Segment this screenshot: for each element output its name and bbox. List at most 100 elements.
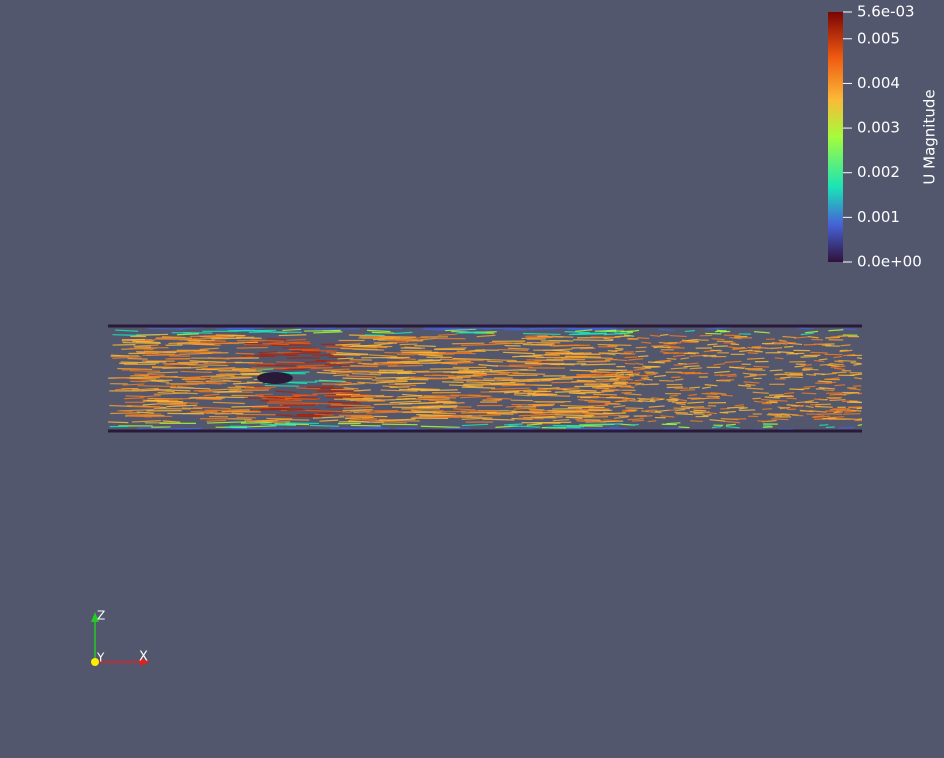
streak [459, 395, 490, 399]
streak [857, 392, 863, 395]
streak [157, 390, 175, 394]
streak [637, 400, 656, 403]
streak [575, 329, 593, 332]
streak [684, 330, 695, 333]
streak [772, 341, 788, 345]
streak [143, 400, 184, 403]
streak [312, 392, 353, 395]
streak [576, 379, 596, 382]
streak [200, 335, 223, 339]
streak [258, 351, 278, 354]
streak [205, 412, 244, 415]
streak [817, 380, 832, 383]
streak [680, 389, 696, 392]
streak [833, 355, 842, 359]
streak [609, 358, 628, 362]
streak [637, 337, 650, 340]
streak [129, 347, 154, 350]
streak [442, 381, 464, 383]
streak [513, 394, 531, 397]
streak [784, 371, 803, 375]
streak [711, 338, 725, 341]
streak [672, 354, 686, 358]
color-bar-tick-label: 0.004 [857, 74, 900, 92]
streak [725, 423, 736, 426]
streak [801, 392, 817, 395]
streak [630, 423, 639, 426]
streak [400, 360, 441, 363]
streak [317, 411, 342, 415]
streak [769, 394, 784, 396]
streak [375, 376, 409, 379]
streak [306, 386, 335, 389]
streak [483, 327, 513, 330]
streak [582, 411, 604, 415]
streak [417, 405, 458, 408]
streak [739, 409, 756, 412]
streak [215, 334, 246, 337]
streak [180, 375, 208, 379]
streak [828, 329, 844, 332]
streak [815, 405, 833, 408]
streak [838, 359, 857, 363]
streak [428, 399, 451, 402]
streak [849, 400, 862, 403]
streak [592, 386, 610, 390]
streak [499, 389, 532, 393]
streak [502, 351, 535, 355]
streak [476, 334, 496, 338]
z-arrow [91, 612, 99, 622]
streak [278, 334, 307, 337]
streak [616, 400, 628, 403]
streak [666, 398, 679, 401]
streak [210, 377, 250, 380]
streak [506, 360, 539, 364]
streak [764, 396, 780, 399]
streak [602, 419, 620, 422]
streak [260, 399, 294, 402]
streak [622, 398, 632, 401]
streak [285, 342, 311, 345]
streak [584, 384, 622, 387]
streak [547, 410, 586, 412]
streak [351, 372, 382, 376]
streak [689, 411, 703, 413]
streak [434, 396, 457, 399]
streak [705, 411, 718, 415]
streak [411, 387, 440, 391]
streak [774, 357, 784, 360]
streak [486, 397, 512, 400]
streak [375, 362, 403, 365]
streak [854, 377, 863, 380]
streak [214, 413, 232, 415]
streak [326, 405, 354, 408]
streak [679, 341, 698, 344]
streak [761, 398, 771, 401]
streak [789, 373, 801, 376]
streak [460, 416, 493, 419]
streak [327, 401, 361, 404]
streak [283, 352, 321, 355]
streak [284, 415, 322, 418]
streak [432, 412, 456, 415]
streak [704, 384, 718, 387]
streak [333, 398, 360, 401]
streak [803, 385, 816, 388]
streak [786, 352, 805, 355]
streak [150, 380, 170, 383]
streak [248, 331, 270, 334]
streak [407, 336, 429, 340]
streak [179, 352, 213, 355]
streak [399, 343, 418, 346]
streak [727, 375, 737, 378]
streak [753, 400, 769, 404]
streak [744, 375, 757, 378]
streak [833, 367, 846, 371]
streak [690, 420, 703, 423]
streak [856, 407, 863, 410]
streak [627, 418, 644, 421]
streak [766, 414, 782, 417]
streak [613, 405, 626, 408]
streak [238, 329, 277, 332]
streak [650, 411, 662, 414]
